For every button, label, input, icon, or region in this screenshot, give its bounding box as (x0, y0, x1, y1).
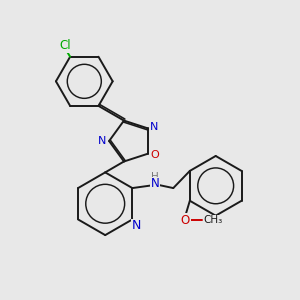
Text: N: N (151, 177, 160, 190)
Text: N: N (131, 220, 141, 232)
Text: N: N (150, 122, 159, 132)
Text: Cl: Cl (60, 39, 71, 52)
Text: O: O (181, 214, 190, 227)
Text: CH₃: CH₃ (203, 215, 223, 225)
Text: O: O (150, 150, 159, 160)
Text: N: N (98, 136, 107, 146)
Text: H: H (152, 172, 159, 182)
